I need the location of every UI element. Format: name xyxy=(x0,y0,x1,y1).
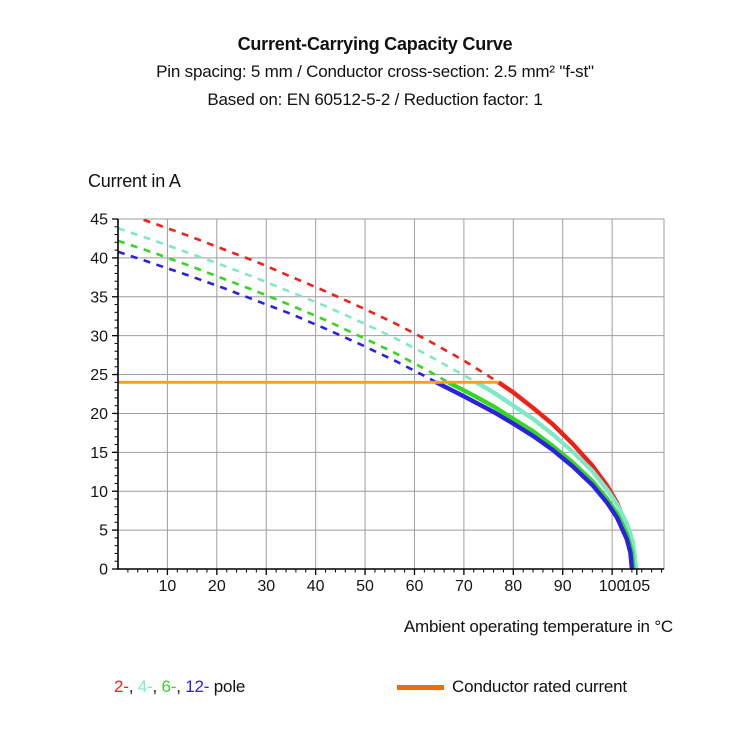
svg-text:0: 0 xyxy=(99,562,108,579)
svg-text:25: 25 xyxy=(90,367,108,384)
svg-text:20: 20 xyxy=(208,578,226,595)
svg-text:105: 105 xyxy=(623,578,650,595)
svg-text:30: 30 xyxy=(257,578,275,595)
rated-current-label: Conductor rated current xyxy=(452,677,627,696)
pole-count-legend: 2-, 4-, 6-, 12- pole xyxy=(114,674,245,700)
svg-text:20: 20 xyxy=(90,406,108,423)
legend-pole-12: 12- xyxy=(185,677,210,696)
legend-separator: , xyxy=(176,677,186,696)
svg-text:40: 40 xyxy=(307,578,325,595)
svg-text:10: 10 xyxy=(90,484,108,501)
chart-header: Current-Carrying Capacity Curve Pin spac… xyxy=(0,30,750,114)
svg-text:100: 100 xyxy=(599,578,626,595)
legend-pole-suffix: pole xyxy=(209,677,246,696)
svg-text:35: 35 xyxy=(90,289,108,306)
svg-text:30: 30 xyxy=(90,328,108,345)
legend-pole-2: 2- xyxy=(114,677,129,696)
x-axis-label: Ambient operating temperature in °C xyxy=(403,617,673,636)
legend-pole-6: 6- xyxy=(161,677,177,696)
svg-text:70: 70 xyxy=(455,578,473,595)
svg-text:45: 45 xyxy=(90,212,108,229)
legend-separator: , xyxy=(128,677,138,696)
chart-subtitle-standard: Based on: EN 60512-5-2 / Reduction facto… xyxy=(207,90,543,109)
svg-text:60: 60 xyxy=(406,578,424,595)
legend-pole-4: 4- xyxy=(137,677,153,696)
y-axis-label: Current in A xyxy=(88,171,181,191)
svg-text:40: 40 xyxy=(90,250,108,267)
svg-text:90: 90 xyxy=(554,578,572,595)
svg-text:5: 5 xyxy=(99,523,108,540)
legend-separator: , xyxy=(152,677,162,696)
svg-text:80: 80 xyxy=(504,578,522,595)
chart-legend: 2-, 4-, 6-, 12- pole Conductor rated cur… xyxy=(0,674,750,700)
svg-text:50: 50 xyxy=(356,578,374,595)
svg-text:10: 10 xyxy=(159,578,177,595)
rated-current-swatch xyxy=(397,685,444,690)
chart-subtitle-spec: Pin spacing: 5 mm / Conductor cross-sect… xyxy=(156,62,594,81)
chart-title: Current-Carrying Capacity Curve xyxy=(237,34,513,54)
svg-text:15: 15 xyxy=(90,445,108,462)
